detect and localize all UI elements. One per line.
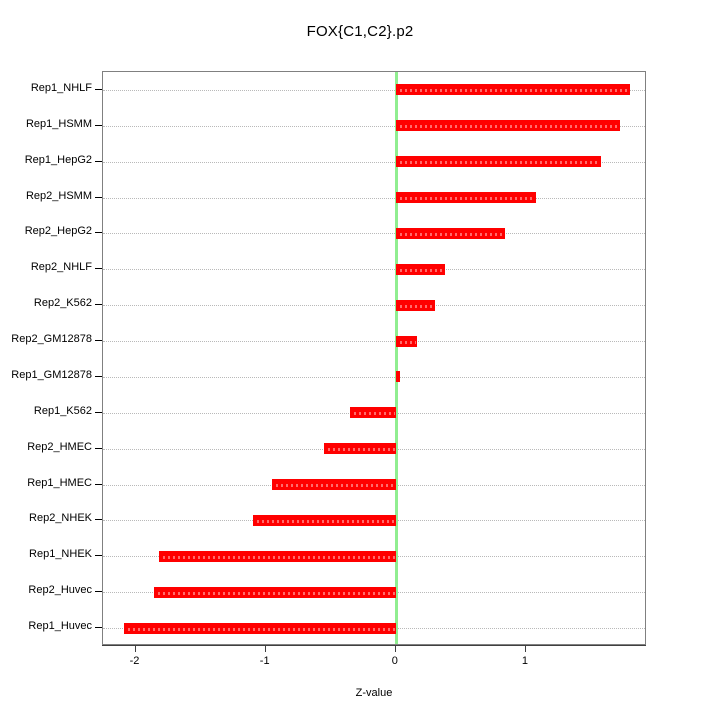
bar[interactable]	[395, 120, 620, 132]
y-axis-tick-label: Rep1_GM12878	[11, 368, 92, 381]
x-axis-tick	[394, 645, 396, 652]
x-axis-tick	[264, 645, 266, 652]
y-axis-tick-label-wrap: Rep2_NHLF	[0, 261, 92, 275]
y-axis-tick-label-wrap: Rep2_Huvec	[0, 584, 92, 598]
y-axis-tick	[95, 232, 102, 234]
y-axis-tick-label-wrap: Rep1_HMEC	[0, 477, 92, 491]
y-axis-tick-label: Rep1_Huvec	[28, 620, 92, 633]
x-axis-tick-label: -2	[129, 655, 140, 667]
y-axis-tick-label: Rep2_Huvec	[28, 584, 92, 597]
y-axis-tick	[95, 519, 102, 521]
y-axis-tick-label-wrap: Rep2_K562	[0, 297, 92, 311]
y-axis-tick-label-wrap: Rep2_GM12878	[0, 333, 92, 347]
y-axis-tick	[95, 483, 102, 485]
bar[interactable]	[395, 227, 506, 239]
bar[interactable]	[395, 192, 537, 204]
bar[interactable]	[252, 514, 396, 526]
gridline	[103, 89, 645, 91]
y-axis-tick	[95, 555, 102, 557]
x-axis-title: Z-value	[355, 687, 393, 699]
y-axis-tick-label-wrap: Rep1_Huvec	[0, 620, 92, 634]
y-axis-tick-label: Rep1_NHEK	[29, 548, 92, 561]
y-axis-tick-label: Rep1_NHLF	[30, 81, 92, 94]
y-axis-tick	[95, 88, 102, 90]
y-axis-tick	[95, 411, 102, 413]
gridline	[103, 125, 645, 127]
plot-area	[102, 71, 646, 645]
y-axis-tick-label-wrap: Rep1_K562	[0, 405, 92, 419]
gridline	[103, 376, 645, 378]
y-axis-tick-label-wrap: Rep1_HSMM	[0, 118, 92, 132]
zero-reference-line	[394, 72, 398, 644]
y-axis-tick-label: Rep1_K562	[33, 404, 92, 417]
x-axis-tick	[524, 645, 526, 652]
y-axis-tick	[95, 591, 102, 593]
y-axis-tick-label-wrap: Rep2_NHEK	[0, 512, 92, 526]
y-axis-tick-label: Rep2_K562	[33, 297, 92, 310]
x-axis-line	[102, 645, 646, 646]
y-axis-tick	[95, 304, 102, 306]
y-axis-tick-label: Rep2_NHEK	[29, 512, 92, 525]
y-axis-tick-label: Rep2_HepG2	[24, 225, 92, 238]
chart-title: FOX{C1,C2}.p2	[306, 23, 414, 40]
y-axis-tick-label: Rep2_NHLF	[30, 261, 92, 274]
y-axis-tick-label-wrap: Rep1_NHLF	[0, 82, 92, 96]
bar[interactable]	[395, 84, 631, 96]
bar[interactable]	[395, 299, 435, 311]
y-axis-tick-label-wrap: Rep2_HSMM	[0, 190, 92, 204]
y-axis-tick	[95, 160, 102, 162]
y-axis-tick	[95, 627, 102, 629]
y-axis-tick-label-wrap: Rep2_HMEC	[0, 441, 92, 455]
gridline	[103, 305, 645, 307]
bar[interactable]	[350, 407, 396, 419]
y-axis-tick-label-wrap: Rep1_NHEK	[0, 548, 92, 562]
y-axis-tick-label-wrap: Rep1_HepG2	[0, 154, 92, 168]
gridline	[103, 269, 645, 271]
gridline	[103, 233, 645, 235]
y-axis-tick	[95, 340, 102, 342]
y-axis-tick-label: Rep2_HMEC	[27, 440, 92, 453]
gridline	[103, 161, 645, 163]
y-axis-tick-label: Rep1_HSMM	[25, 117, 92, 130]
bar[interactable]	[395, 371, 400, 383]
gridline	[103, 197, 645, 199]
y-axis-tick	[95, 196, 102, 198]
y-axis-tick-label: Rep2_GM12878	[11, 333, 92, 346]
x-axis-tick-label: -1	[259, 655, 270, 667]
x-axis-tick-label: 0	[391, 655, 398, 667]
x-axis-tick	[134, 645, 136, 652]
bar[interactable]	[158, 550, 396, 562]
y-axis-tick-label: Rep1_HepG2	[24, 153, 92, 166]
bar[interactable]	[324, 443, 396, 455]
bar[interactable]	[395, 335, 417, 347]
y-axis-tick	[95, 375, 102, 377]
bar[interactable]	[123, 622, 396, 634]
gridline	[103, 341, 645, 343]
bar[interactable]	[395, 263, 446, 275]
bar[interactable]	[153, 586, 396, 598]
y-axis-tick	[95, 268, 102, 270]
x-axis-tick-label: 1	[521, 655, 529, 667]
y-axis-tick-label: Rep1_HMEC	[27, 476, 92, 489]
y-axis-tick	[95, 124, 102, 126]
y-axis-tick-label-wrap: Rep1_GM12878	[0, 369, 92, 383]
bar[interactable]	[272, 479, 396, 491]
y-axis-tick	[95, 447, 102, 449]
y-axis-tick-label-wrap: Rep2_HepG2	[0, 225, 92, 239]
bar[interactable]	[395, 156, 602, 168]
y-axis-tick-label: Rep2_HSMM	[25, 189, 92, 202]
